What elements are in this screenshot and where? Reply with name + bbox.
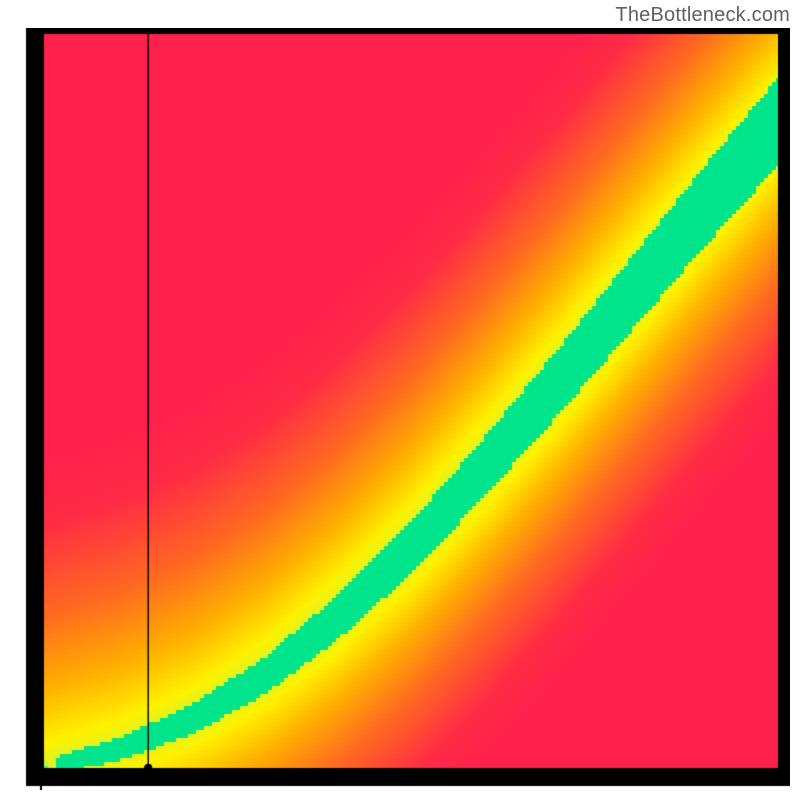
watermark: TheBottleneck.com [615,4,790,27]
heatmap-canvas [10,28,790,790]
bottleneck-heatmap [10,28,790,790]
